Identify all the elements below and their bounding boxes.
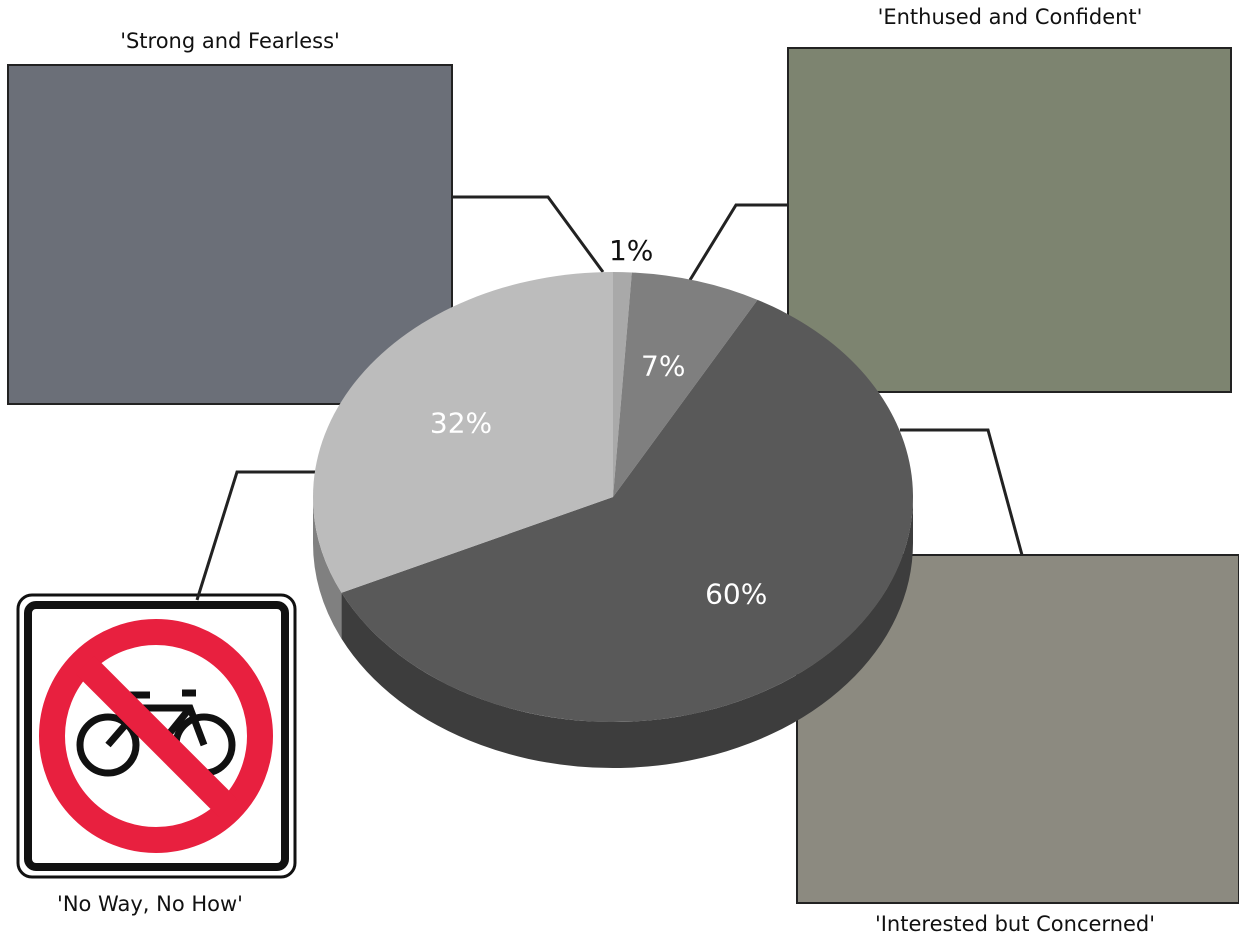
no-bike-sign: [18, 595, 295, 877]
category-label: 'Interested but Concerned': [875, 912, 1155, 936]
category-label: 'Enthused and Confident': [878, 5, 1143, 29]
photo-enthused-confident: [788, 48, 1231, 392]
leader-line: [900, 430, 1022, 555]
value-label: 7%: [641, 349, 685, 382]
category-label: 'No Way, No How': [57, 892, 243, 916]
value-label: 32%: [430, 407, 492, 440]
leader-line: [690, 205, 788, 280]
leader-line: [197, 472, 318, 600]
value-label: 1%: [609, 234, 653, 267]
leader-line: [452, 197, 603, 272]
category-label: 'Strong and Fearless': [120, 29, 340, 53]
value-label: 60%: [705, 577, 767, 610]
chart: 1% 7% 60% 32% 'Strong and Fearless' 'Enthused…: [0, 0, 1239, 940]
